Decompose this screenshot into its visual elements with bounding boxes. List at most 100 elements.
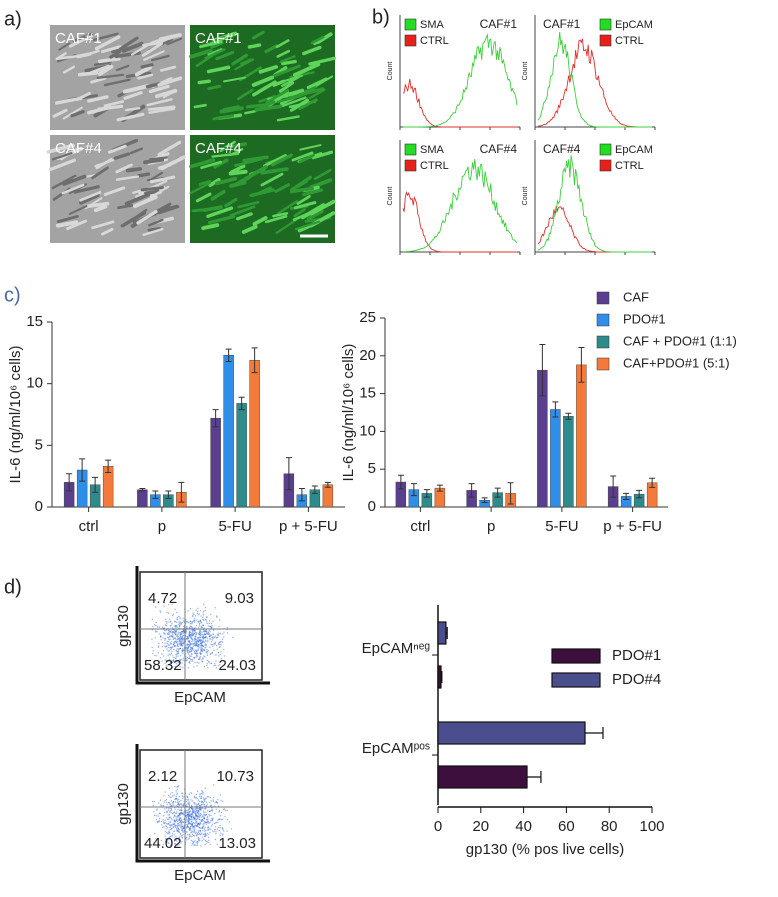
event-dot [159,610,161,612]
axis-arrow [135,744,270,863]
event-dot [182,805,185,807]
histogram-curve [402,191,517,253]
event-dot [168,811,171,813]
event-dot [206,663,208,665]
event-dot [171,832,174,835]
event-dot [167,612,170,614]
event-dot [167,621,169,623]
event-dot [177,814,179,817]
x-axis-label: EpCAM [174,689,226,706]
event-dot [172,813,174,815]
event-dot [188,822,190,824]
legend-label: CAF + PDO#1 (1:1) [623,333,737,348]
event-dot [196,661,198,664]
event-dot [166,811,168,813]
event-dot [197,830,200,832]
event-dot [203,665,206,668]
event-dot [165,841,167,843]
event-dot [194,824,197,826]
cell [148,218,164,227]
event-dot [191,627,194,629]
event-dot [189,828,191,830]
event-dot [214,812,216,815]
event-dot [193,808,195,810]
event-dot [175,661,177,663]
event-dot [167,809,169,811]
event-dot [174,824,176,826]
event-dot [155,818,158,821]
x-tick-label: p [487,518,495,535]
event-dot [204,835,206,838]
event-dot [192,817,194,819]
event-dot [193,843,195,846]
event-dot [169,802,171,805]
event-dot [208,622,210,625]
event-dot [174,821,176,823]
event-dot [159,799,162,801]
event-dot [205,813,207,816]
y-axis-label: gp130 [115,605,132,647]
error-bar [436,484,443,492]
event-dot [200,800,203,803]
event-dot [179,655,182,657]
event-dot [194,832,197,835]
event-dot [154,832,156,835]
event-dot [176,638,179,641]
event-dot [192,814,194,816]
quadrant-value: 13.03 [218,835,256,852]
cell [150,185,170,198]
event-dot [189,641,191,644]
event-dot [178,825,180,827]
event-dot [203,637,205,639]
event-dot [209,831,211,834]
event-dot [217,635,219,637]
event-dot [198,662,200,664]
event-dot [176,618,178,620]
event-dot [175,654,177,656]
event-dot [189,634,191,636]
event-dot [201,636,203,639]
event-dot [197,817,199,819]
event-dot [177,660,179,663]
event-dot [196,665,198,667]
histogram-curve [537,38,652,128]
error-bar [165,490,172,499]
event-dot [205,619,207,621]
event-dot [213,831,215,833]
event-dot [211,818,213,820]
event-dot [207,810,209,812]
event-dot [180,807,183,809]
error-bar [298,488,305,502]
event-dot [198,623,201,625]
event-dot [199,619,202,622]
event-dot [171,603,173,606]
error-bar [585,727,604,739]
event-dot [215,644,218,647]
event-dot [156,809,158,811]
event-dot [197,627,200,629]
cell [306,77,328,90]
event-dot [176,644,179,646]
event-dot [191,817,193,819]
legend-label: PDO#1 [623,311,666,326]
event-dot [183,643,185,645]
event-dot [170,643,172,645]
cell [146,98,173,107]
event-dot [208,815,210,817]
error-bar [507,482,514,505]
event-dot [196,612,199,614]
event-dot [179,633,182,636]
event-dot [197,808,199,810]
event-dot [207,631,210,634]
event-dot [182,812,184,815]
event-dot [174,631,176,634]
cell [150,171,164,181]
event-dot [171,632,173,634]
event-dot [204,798,206,800]
legend-label: CAF [623,289,649,304]
event-dot [173,822,176,825]
event-dot [172,631,174,633]
event-dot [187,824,189,826]
event-dot [162,650,165,652]
event-dot [199,814,202,817]
